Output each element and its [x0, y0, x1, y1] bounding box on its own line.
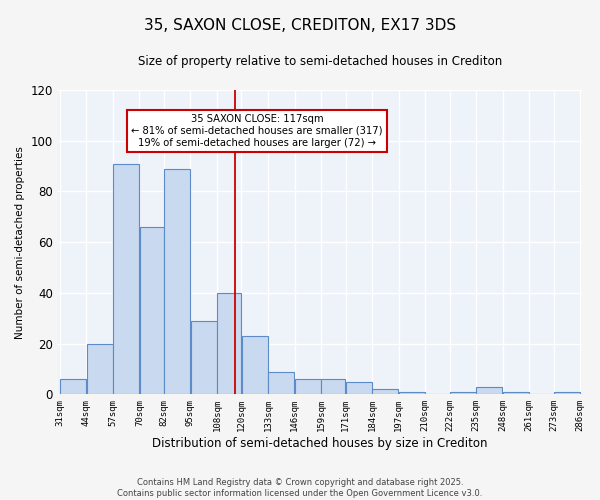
- Bar: [503, 392, 529, 394]
- Bar: [164, 168, 190, 394]
- Text: 35 SAXON CLOSE: 117sqm
← 81% of semi-detached houses are smaller (317)
19% of se: 35 SAXON CLOSE: 117sqm ← 81% of semi-det…: [131, 114, 383, 148]
- Bar: [373, 390, 398, 394]
- Text: 35, SAXON CLOSE, CREDITON, EX17 3DS: 35, SAXON CLOSE, CREDITON, EX17 3DS: [144, 18, 456, 32]
- Bar: [295, 379, 321, 394]
- Bar: [191, 321, 217, 394]
- Bar: [86, 344, 113, 394]
- Bar: [113, 164, 139, 394]
- Bar: [60, 379, 86, 394]
- Title: Size of property relative to semi-detached houses in Crediton: Size of property relative to semi-detach…: [138, 55, 502, 68]
- Bar: [140, 227, 164, 394]
- X-axis label: Distribution of semi-detached houses by size in Crediton: Distribution of semi-detached houses by …: [152, 437, 488, 450]
- Bar: [450, 392, 476, 394]
- Bar: [554, 392, 580, 394]
- Bar: [399, 392, 425, 394]
- Bar: [322, 379, 345, 394]
- Bar: [476, 386, 502, 394]
- Bar: [346, 382, 372, 394]
- Bar: [217, 293, 241, 394]
- Bar: [242, 336, 268, 394]
- Y-axis label: Number of semi-detached properties: Number of semi-detached properties: [15, 146, 25, 338]
- Text: Contains HM Land Registry data © Crown copyright and database right 2025.
Contai: Contains HM Land Registry data © Crown c…: [118, 478, 482, 498]
- Bar: [268, 372, 294, 394]
